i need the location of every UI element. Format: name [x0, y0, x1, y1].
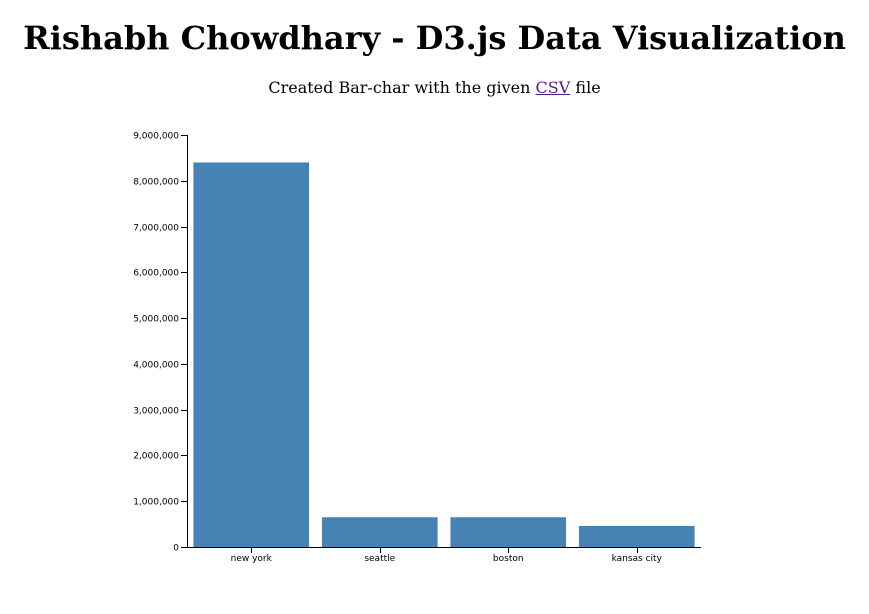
- subtitle-text-before: Created Bar-char with the given: [268, 78, 536, 97]
- y-tick-label: 3,000,000: [133, 407, 179, 417]
- y-tick-label: 6,000,000: [133, 269, 179, 279]
- bars-group: [193, 162, 695, 547]
- y-tick-label: 8,000,000: [133, 178, 179, 188]
- y-tick-label: 0: [173, 544, 179, 554]
- bar-kansas-city: [578, 525, 695, 547]
- subtitle-text-after: file: [570, 78, 601, 97]
- y-tick-label: 2,000,000: [133, 452, 179, 462]
- x-tick-label-new-york: new york: [231, 554, 273, 564]
- y-axis: 0 1,000,000 2,000,000 3,000,000 4,000,000 5,0…: [133, 132, 188, 554]
- bar-seattle: [321, 517, 438, 547]
- y-tick-label: 1,000,000: [133, 498, 179, 508]
- y-tick-label: 4,000,000: [133, 361, 179, 371]
- y-tick-label: 5,000,000: [133, 315, 179, 325]
- x-tick-label-kansas-city: kansas city: [612, 554, 663, 564]
- bar-boston: [450, 517, 567, 547]
- x-tick-label-seattle: seattle: [364, 554, 395, 564]
- y-tick-label: 7,000,000: [133, 224, 179, 234]
- y-tick-label: 9,000,000: [133, 132, 179, 142]
- bar-new-york: [193, 162, 310, 547]
- csv-link[interactable]: CSV: [535, 78, 571, 97]
- page-title: Rishabh Chowdhary - D3.js Data Visualiza…: [23, 19, 846, 57]
- x-axis: new york seattle boston kansas city: [187, 547, 701, 564]
- x-tick-label-boston: boston: [493, 554, 524, 564]
- page-subtitle: Created Bar-char with the given CSV file: [0, 78, 869, 98]
